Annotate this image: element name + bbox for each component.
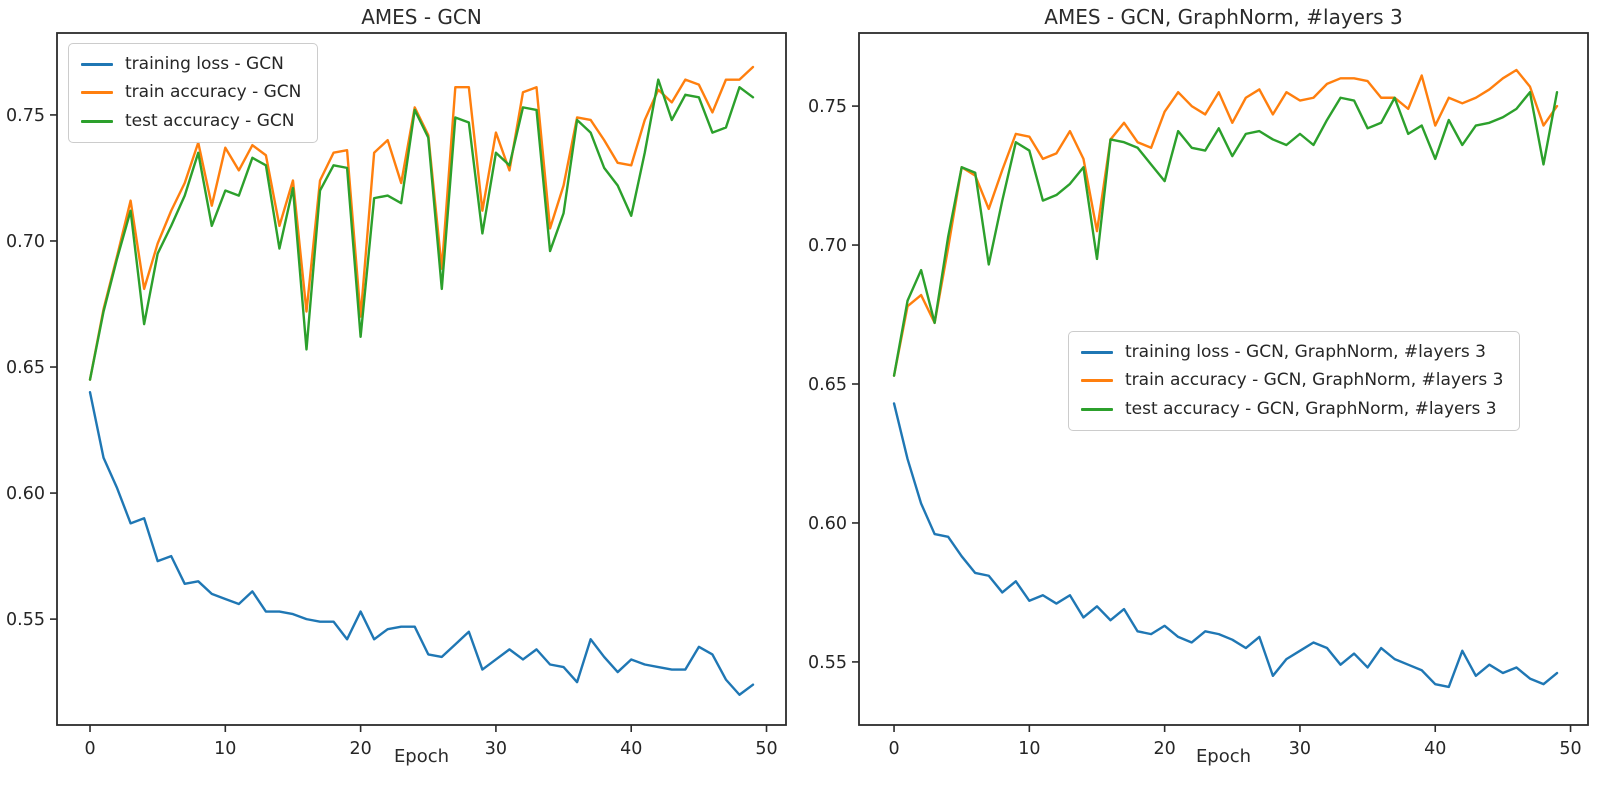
svg-text:10: 10 xyxy=(1018,739,1040,759)
line-swatch-orange-icon xyxy=(1081,379,1113,383)
chart-right-panel: AMES - GCN, GraphNorm, #layers 3 0.55 0.6… xyxy=(800,0,1600,789)
legend-label: train accuracy - GCN xyxy=(125,82,302,103)
legend-label: train accuracy - GCN, GraphNorm, #layers… xyxy=(1125,370,1504,391)
svg-text:10: 10 xyxy=(214,739,236,759)
line-swatch-blue-icon xyxy=(81,63,113,67)
chart-right-plot: 0.55 0.60 0.65 0.70 0.75 0 10 20 30 40 50 xyxy=(808,32,1589,759)
chart-left-xlabel: Epoch xyxy=(393,746,450,767)
chart-right-legend: training loss - GCN, GraphNorm, #layers … xyxy=(1068,331,1521,431)
legend-item: train accuracy - GCN xyxy=(81,82,301,103)
legend-item: test accuracy - GCN, GraphNorm, #layers … xyxy=(1081,399,1503,420)
svg-text:0.60: 0.60 xyxy=(808,514,847,534)
chart-left-plot: 0.55 0.60 0.65 0.70 0.75 0 10 20 30 40 50 xyxy=(6,32,787,759)
svg-text:50: 50 xyxy=(1559,739,1581,759)
line-swatch-green-icon xyxy=(1081,407,1113,411)
chart-right-title: AMES - GCN, GraphNorm, #layers 3 xyxy=(1044,5,1403,29)
svg-text:20: 20 xyxy=(349,739,371,759)
chart-left-panel: AMES - GCN 0.55 0.60 0.65 0.70 0.75 0 10 20 30 40… xyxy=(6,5,787,767)
svg-text:0.55: 0.55 xyxy=(6,610,45,630)
svg-text:30: 30 xyxy=(485,739,507,759)
svg-text:40: 40 xyxy=(620,739,642,759)
chart-left-title: AMES - GCN xyxy=(361,5,482,29)
line-swatch-orange-icon xyxy=(81,91,113,95)
chart-right-xlabel: Epoch xyxy=(1195,746,1252,767)
chart-left-legend: training loss - GCN train accuracy - GCN… xyxy=(68,43,319,143)
svg-text:20: 20 xyxy=(1154,739,1176,759)
legend-label: training loss - GCN xyxy=(125,54,284,74)
svg-text:0.65: 0.65 xyxy=(6,358,45,378)
svg-text:30: 30 xyxy=(1289,739,1311,759)
svg-text:0: 0 xyxy=(888,739,899,759)
line-swatch-blue-icon xyxy=(1081,351,1113,355)
svg-text:0.75: 0.75 xyxy=(6,106,45,126)
svg-text:0.55: 0.55 xyxy=(808,653,847,673)
svg-text:0.70: 0.70 xyxy=(808,236,847,256)
legend-label: test accuracy - GCN, GraphNorm, #layers … xyxy=(1125,398,1497,419)
legend-item: training loss - GCN, GraphNorm, #layers … xyxy=(1081,342,1503,363)
svg-text:0.60: 0.60 xyxy=(6,484,45,504)
svg-text:0.65: 0.65 xyxy=(808,375,847,395)
svg-text:50: 50 xyxy=(755,739,777,759)
legend-label: test accuracy - GCN xyxy=(125,110,295,131)
legend-item: training loss - GCN xyxy=(81,54,301,75)
svg-text:0.70: 0.70 xyxy=(6,232,45,252)
line-swatch-green-icon xyxy=(81,119,113,123)
legend-label: training loss - GCN, GraphNorm, #layers … xyxy=(1125,342,1486,362)
legend-item: test accuracy - GCN xyxy=(81,111,301,132)
svg-text:40: 40 xyxy=(1424,739,1446,759)
svg-text:0: 0 xyxy=(84,739,95,759)
svg-text:0.75: 0.75 xyxy=(808,97,847,117)
legend-item: train accuracy - GCN, GraphNorm, #layers… xyxy=(1081,370,1503,391)
